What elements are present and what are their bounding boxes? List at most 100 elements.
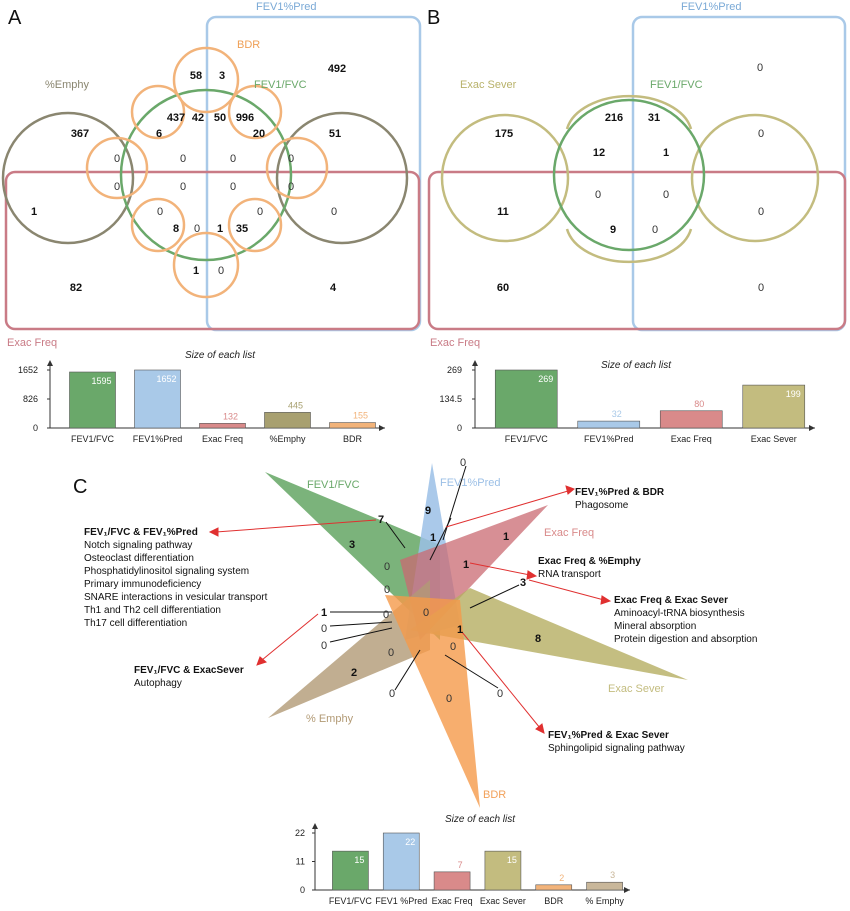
bar-chart-panel-a: Size of each list 1652 826 0 1595 FEV1/FVC 165… bbox=[18, 350, 385, 444]
annotation-line: Sphingolipid signaling pathway bbox=[548, 743, 685, 754]
count: 0 bbox=[446, 693, 452, 705]
annotation-title: FEV₁/FVC & FEV₁%Pred bbox=[84, 527, 198, 538]
annotation-line: Notch signaling pathway bbox=[84, 540, 192, 551]
x-tick-label: Exac Freq bbox=[202, 434, 243, 444]
set-exacsever-arc-bottom bbox=[565, 228, 693, 264]
y-tick-label: 11 bbox=[296, 857, 305, 867]
count: 12 bbox=[593, 147, 605, 159]
label-fev1fvc: FEV1/FVC bbox=[254, 79, 307, 91]
x-tick-label: FEV1/FVC bbox=[329, 896, 373, 906]
x-tick-label: Exac Sever bbox=[751, 434, 797, 444]
count: 35 bbox=[236, 223, 248, 235]
count: 0 bbox=[663, 189, 669, 201]
x-axis-arrow bbox=[379, 425, 385, 431]
bar-value-label: 155 bbox=[353, 411, 368, 421]
count: 0 bbox=[331, 206, 337, 218]
count: 31 bbox=[648, 112, 660, 124]
bar bbox=[484, 850, 522, 891]
count: 0 bbox=[758, 206, 764, 218]
y-tick-label: 826 bbox=[23, 394, 38, 404]
annotation-line: SNARE interactions in vesicular transpor… bbox=[84, 592, 268, 603]
bar-value-label: 132 bbox=[223, 411, 238, 421]
count: 7 bbox=[378, 514, 384, 526]
annotation-line: RNA transport bbox=[538, 569, 601, 580]
set-exacsever-circle-left bbox=[440, 113, 570, 243]
bar-value-label: 1595 bbox=[91, 376, 111, 386]
count: 60 bbox=[497, 282, 509, 294]
count: 51 bbox=[329, 128, 341, 140]
label-emphy: %Emphy bbox=[45, 79, 90, 91]
annotation-fev1fvc-fev1pred: FEV₁/FVC & FEV₁%Pred Notch signaling pat… bbox=[84, 527, 268, 629]
label-bdr: BDR bbox=[483, 789, 506, 801]
bar-value-label: 80 bbox=[694, 399, 704, 409]
set-emphy-shape bbox=[268, 580, 430, 718]
set-fev1pred-box bbox=[205, 15, 422, 332]
chart-title: Size of each list bbox=[445, 814, 516, 825]
count: 0 bbox=[384, 584, 390, 596]
annotation-title: FEV₁/FVC & ExacSever bbox=[134, 665, 244, 676]
bar-value-label: 7 bbox=[458, 860, 463, 870]
count: 1 bbox=[663, 147, 669, 159]
set-fev1pred-box bbox=[631, 15, 847, 332]
annotation-title: FEV₁%Pred & BDR bbox=[575, 487, 665, 498]
y-tick-label: 134.5 bbox=[439, 394, 462, 404]
set-exacsever-shape bbox=[410, 588, 688, 680]
annotation-exacfreq-emphy: Exac Freq & %Emphy RNA transport bbox=[538, 556, 641, 580]
label-exacfreq: Exac Freq bbox=[544, 527, 594, 539]
y-axis-arrow bbox=[472, 360, 478, 366]
bar bbox=[577, 420, 641, 429]
set-exacfreq-box bbox=[427, 170, 847, 331]
count: 11 bbox=[497, 206, 509, 218]
bar-value-label: 269 bbox=[538, 374, 553, 384]
panel-c: C FEV1/FVC FEV1%Pred Exac Freq Exac Seve… bbox=[73, 457, 757, 808]
bar-value-label: 3 bbox=[610, 870, 615, 880]
count: 1 bbox=[31, 206, 37, 218]
x-tick-label: % Emphy bbox=[585, 896, 624, 906]
x-axis-arrow bbox=[624, 887, 630, 893]
set-bdr-circles bbox=[85, 46, 329, 299]
set-fev1fvc-circle bbox=[552, 98, 706, 252]
annotation-line: Phagosome bbox=[575, 500, 629, 511]
panel-a: A FEV1%Pred BDR %Emphy FEV1/FVC Exac Fre… bbox=[1, 1, 422, 349]
count: 3 bbox=[520, 577, 526, 589]
count: 0 bbox=[180, 153, 186, 165]
count: 0 bbox=[450, 641, 456, 653]
bar bbox=[382, 832, 420, 891]
count: 437 bbox=[167, 112, 185, 124]
count: 2 bbox=[351, 667, 357, 679]
chart-title: Size of each list bbox=[185, 350, 256, 361]
y-tick-label: 22 bbox=[295, 828, 305, 838]
count: 0 bbox=[230, 153, 236, 165]
count: 82 bbox=[70, 282, 82, 294]
count: 0 bbox=[321, 640, 327, 652]
y-axis-arrow bbox=[47, 360, 53, 366]
label-fev1pred: FEV1%Pred bbox=[681, 1, 742, 13]
count: 1 bbox=[193, 265, 199, 277]
bar bbox=[433, 871, 471, 891]
count: 58 bbox=[190, 70, 202, 82]
x-tick-label: FEV1%Pred bbox=[133, 434, 183, 444]
count: 0 bbox=[114, 153, 120, 165]
count: 4 bbox=[330, 282, 337, 294]
annotation-title: Exac Freq & Exac Sever bbox=[614, 595, 728, 606]
annotation-line: Th17 cell differentiation bbox=[84, 618, 187, 629]
bar bbox=[659, 410, 723, 429]
count: 3 bbox=[349, 539, 355, 551]
bar bbox=[586, 881, 623, 891]
bar-value-label: 15 bbox=[507, 855, 517, 865]
chart-title: Size of each list bbox=[601, 360, 672, 371]
y-tick-label: 0 bbox=[300, 885, 305, 895]
annotation-fev1fvc-exacsever: FEV₁/FVC & ExacSever Autophagy bbox=[134, 665, 244, 689]
count: 492 bbox=[328, 63, 346, 75]
x-tick-label: FEV1%Pred bbox=[584, 434, 634, 444]
annotation-line: Aminoacyl-tRNA biosynthesis bbox=[614, 608, 745, 619]
annotation-line: Protein digestion and absorption bbox=[614, 634, 757, 645]
x-tick-label: FEV1/FVC bbox=[505, 434, 549, 444]
count: 1 bbox=[457, 624, 463, 636]
count: 0 bbox=[497, 688, 503, 700]
annotation-line: Th1 and Th2 cell differentiation bbox=[84, 605, 221, 616]
annotation-fev1pred-bdr: FEV₁%Pred & BDR Phagosome bbox=[575, 487, 665, 511]
count: 0 bbox=[157, 206, 163, 218]
panel-a-label: A bbox=[8, 7, 22, 29]
bar bbox=[199, 423, 246, 429]
